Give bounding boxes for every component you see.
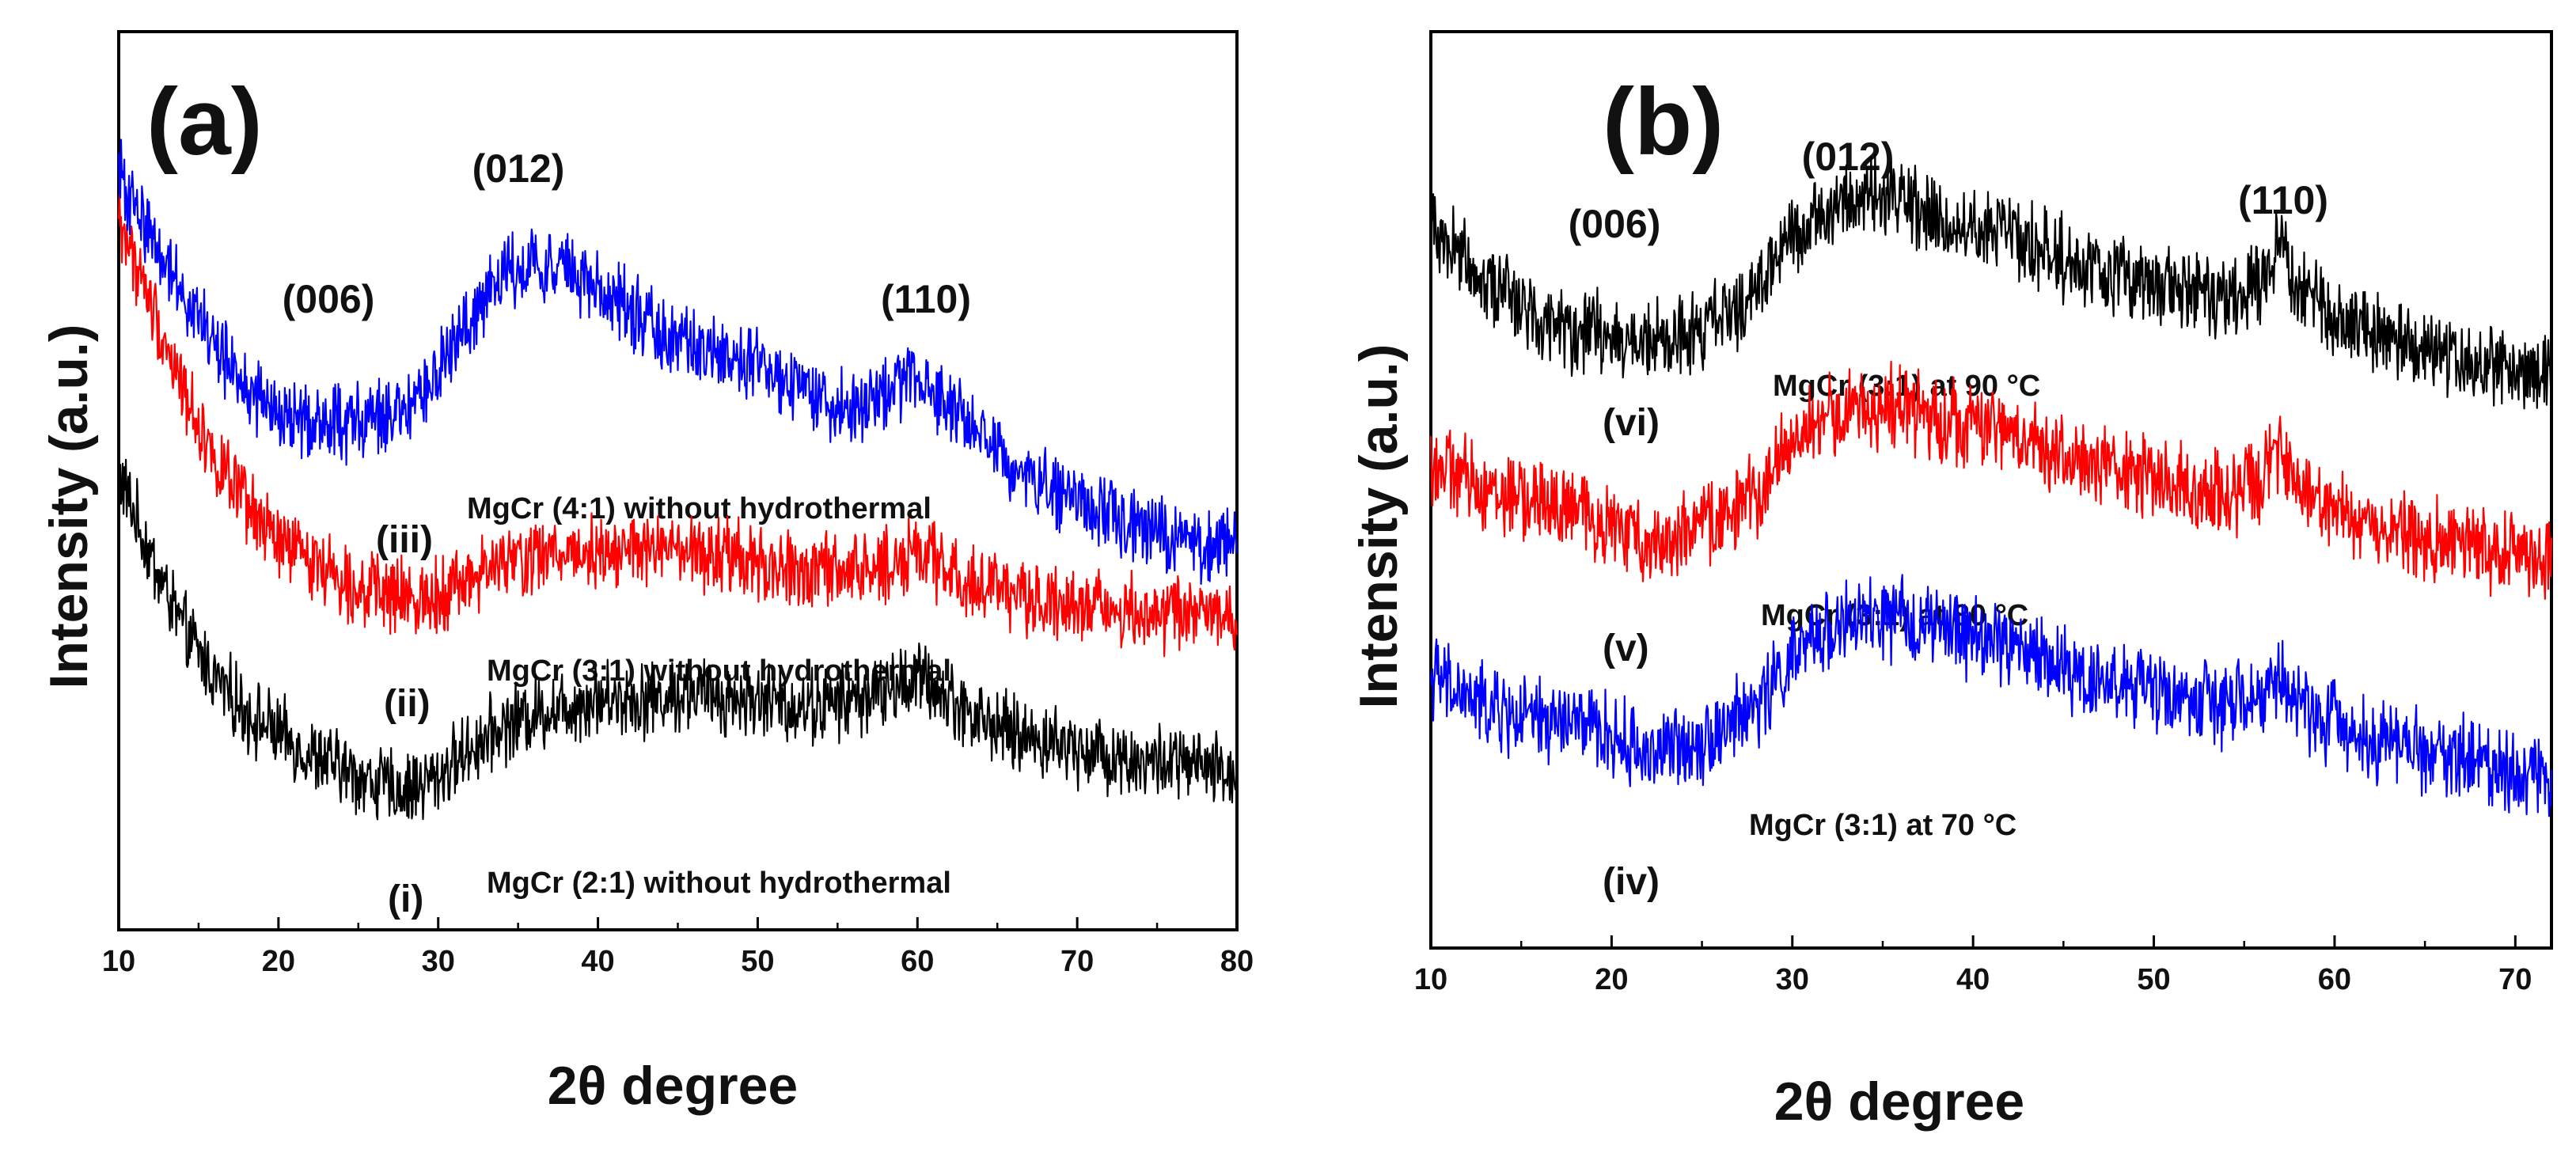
- panel-b-x-tick-label: 70: [2498, 963, 2532, 996]
- panel-a-x-tick-label: 10: [102, 945, 135, 978]
- panel-a-annotation-i: MgCr (2:1) without hydrothermal: [487, 867, 951, 900]
- panel-a-series-id-ii: (ii): [384, 683, 431, 725]
- panel-a-series-line-iii: [117, 138, 1239, 586]
- panel-b-plot-frame: [1429, 30, 2553, 950]
- panel-a-annotation-iii: MgCr (4:1) without hydrothermal: [467, 492, 931, 525]
- panel-a-peak-012: (012): [472, 146, 565, 191]
- panel-b-series-line-v: [1429, 360, 2553, 601]
- panel-b-x-tick-label: 20: [1595, 963, 1628, 996]
- panel-b: (b) Intensity (a.u.) 2θ degree (006) (01…: [1349, 30, 2553, 1132]
- panel-a-x-tick-label: 20: [262, 945, 295, 978]
- panel-a-x-axis-label: 2θ degree: [548, 1056, 798, 1116]
- panel-b-series-id-iv: (iv): [1603, 861, 1660, 903]
- panel-a-x-tick-label: 50: [741, 945, 774, 978]
- panel-a-x-tick-label: 40: [581, 945, 614, 978]
- panel-a: (a) Intensity (a.u.) 2θ degree (006) (01…: [39, 30, 1254, 1116]
- panel-a-peak-006: (006): [283, 277, 375, 321]
- panel-b-y-axis-label: Intensity (a.u.): [1349, 344, 1409, 709]
- panel-b-x-tick-label: 60: [2318, 963, 2351, 996]
- panel-a-peak-110: (110): [881, 277, 971, 321]
- panel-a-series-id-i: (i): [388, 878, 423, 920]
- panel-b-x-tick-label: 10: [1414, 963, 1447, 996]
- panel-a-x-tick-label: 80: [1220, 945, 1254, 978]
- panel-b-peak-110: (110): [2238, 178, 2328, 222]
- panel-b-series-line-vi: [1429, 153, 2553, 410]
- panel-a-letter: (a): [146, 69, 263, 175]
- panel-b-x-tick-label: 40: [1956, 963, 1990, 996]
- panel-a-x-tick-label: 60: [901, 945, 934, 978]
- panel-b-x-axis-label: 2θ degree: [1774, 1071, 2024, 1132]
- panel-b-letter: (b): [1603, 69, 1724, 175]
- panel-b-peak-012: (012): [1802, 135, 1895, 179]
- panel-b-series-line-iv: [1429, 574, 2553, 817]
- panel-b-x-tick-label: 30: [1776, 963, 1809, 996]
- panel-a-x-tick-label: 30: [422, 945, 455, 978]
- panel-a-series-id-iii: (iii): [376, 519, 433, 561]
- panel-b-series-id-v: (v): [1603, 628, 1649, 669]
- panel-a-y-axis-label: Intensity (a.u.): [39, 324, 99, 689]
- panel-b-x-tick-label: 50: [2137, 963, 2170, 996]
- panel-a-series-line-ii: [117, 192, 1239, 658]
- panel-b-series-id-vi: (vi): [1603, 402, 1660, 444]
- panel-a-series-line-i: [117, 458, 1239, 821]
- panel-b-peak-006: (006): [1569, 202, 1661, 246]
- panel-b-annotation-iv: MgCr (3:1) at 70 °C: [1749, 809, 2016, 842]
- panel-a-x-tick-label: 70: [1060, 945, 1094, 978]
